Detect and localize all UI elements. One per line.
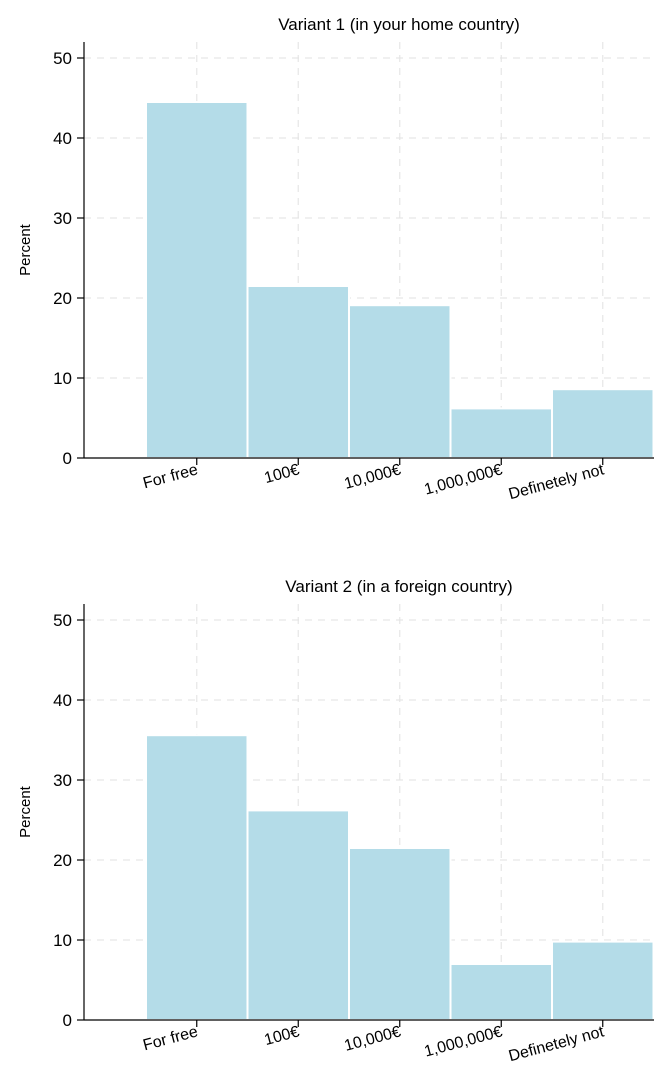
- chart-1-y-axis-label: Percent: [17, 223, 34, 276]
- chart-1-ytick-label-20: 20: [53, 289, 72, 308]
- chart-2-xtick-label-4: 1,000,000€: [423, 1023, 505, 1060]
- chart-2-ytick-label-40: 40: [53, 691, 72, 710]
- chart-1-ytick-label-10: 10: [53, 369, 72, 388]
- chart-1-title: Variant 1 (in your home country): [278, 15, 520, 34]
- chart-1-ytick-label-50: 50: [53, 49, 72, 68]
- chart-1-xtick-label-3: 10,000€: [343, 461, 403, 492]
- chart-2-bar-2: [246, 809, 350, 1022]
- chart-1-xtick-label-1: For free: [141, 461, 200, 492]
- chart-2-xtick-label-5: Definetely not: [507, 1023, 606, 1065]
- chart-1-bar-2: [246, 285, 350, 459]
- chart-1-xtick-label-2: 100€: [263, 461, 302, 487]
- chart-2-bar-1: [145, 734, 249, 1021]
- chart-2-ytick-label-50: 50: [53, 611, 72, 630]
- chart-1-ytick-label-30: 30: [53, 209, 72, 228]
- chart-1-bar-4: [449, 407, 553, 459]
- chart-2-bar-5: [551, 940, 655, 1021]
- chart-1-bar-1: [145, 101, 249, 459]
- chart-2-bar-3: [348, 847, 452, 1021]
- chart-2-xtick-label-3: 10,000€: [343, 1023, 403, 1054]
- chart-1-bar-3: [348, 304, 452, 460]
- chart-2-ytick-label-10: 10: [53, 931, 72, 950]
- chart-2-ytick-label-20: 20: [53, 851, 72, 870]
- chart-1-xtick-label-5: Definetely not: [507, 461, 606, 503]
- chart-2-y-axis-label: Percent: [17, 785, 34, 838]
- chart-2-title: Variant 2 (in a foreign country): [285, 577, 512, 596]
- chart-1-bar-5: [551, 388, 655, 460]
- chart-2-bar-4: [449, 963, 553, 1021]
- chart-2-xtick-label-2: 100€: [263, 1023, 302, 1049]
- chart-1-ytick-label-0: 0: [63, 449, 72, 468]
- chart-1-ytick-label-40: 40: [53, 129, 72, 148]
- chart-2-ytick-label-0: 0: [63, 1011, 72, 1030]
- chart-1-xtick-label-4: 1,000,000€: [423, 461, 505, 498]
- chart-2-xtick-label-1: For free: [141, 1023, 200, 1054]
- chart-2-ytick-label-30: 30: [53, 771, 72, 790]
